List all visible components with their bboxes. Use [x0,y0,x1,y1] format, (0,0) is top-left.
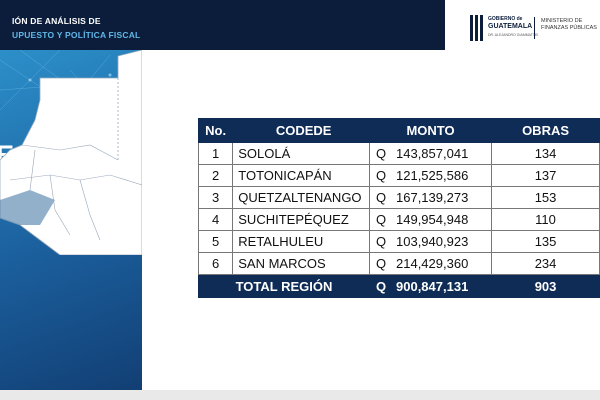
region-panel: EGIÓN VI [0,50,142,390]
government-logo-icon [470,15,484,41]
cell-no: 6 [197,252,234,275]
cell-monto: Q 214,429,360 [368,252,493,275]
cell-obras: 234 [491,252,600,275]
cell-codede: SOLOLÁ [232,142,370,165]
cell-monto: Q 149,954,948 [368,208,493,231]
col-header-codede: CODEDE [232,118,370,143]
amount-value: 149,954,948 [396,212,469,227]
cell-no: 4 [197,208,234,231]
table-row: 4 SUCHITEPÉQUEZ Q 149,954,948 110 [197,208,600,231]
total-amount-value: 900,847,131 [396,278,469,294]
header-banner: IÓN DE ANÁLISIS DE UPUESTO Y POLÍTICA FI… [0,0,445,50]
total-label: TOTAL REGIÓN [198,274,370,298]
amount-value: 167,139,273 [396,190,469,205]
total-obras: 903 [491,274,600,298]
logo-gov-small: GOBIERNO de [488,16,523,22]
cell-codede: QUETZALTENANGO [232,186,370,209]
cell-monto: Q 103,940,923 [368,230,493,253]
col-header-obras: OBRAS [491,118,600,143]
currency-symbol: Q [376,234,387,249]
cell-obras: 153 [491,186,600,209]
logo-gov-tag: DR. ALEJANDRO GIAMMATTEI [488,33,539,37]
codede-table: No. CODEDE MONTO OBRAS 1 SOLOLÁ Q 143,857… [197,118,600,298]
table-total-row: TOTAL REGIÓN Q 900,847,131 903 [198,274,600,298]
table-row: 6 SAN MARCOS Q 214,429,360 234 [197,252,600,275]
table-row: 1 SOLOLÁ Q 143,857,041 134 [197,142,600,165]
cell-no: 5 [197,230,234,253]
col-header-no: No. [197,118,234,143]
table-header-row: No. CODEDE MONTO OBRAS [197,118,600,143]
amount-value: 121,525,586 [396,168,469,183]
ministry-label: MINISTERIO DE FINANZAS PÚBLICAS [541,18,597,31]
header-title-line1: IÓN DE ANÁLISIS DE [12,16,101,26]
total-monto: Q 900,847,131 [368,274,493,298]
currency-symbol: Q [376,212,387,227]
cell-obras: 135 [491,230,600,253]
bottom-strip [0,390,600,400]
amount-value: 103,940,923 [396,234,469,249]
cell-monto: Q 121,525,586 [368,164,493,187]
currency-symbol: Q [376,256,387,271]
cell-monto: Q 167,139,273 [368,186,493,209]
amount-value: 143,857,041 [396,146,469,161]
guatemala-map-icon [0,50,142,255]
cell-codede: SAN MARCOS [232,252,370,275]
currency-symbol: Q [376,190,387,205]
header-title-line2: UPUESTO Y POLÍTICA FISCAL [12,30,141,40]
cell-obras: 110 [491,208,600,231]
cell-obras: 137 [491,164,600,187]
logo-divider [534,17,535,39]
table-row: 3 QUETZALTENANGO Q 167,139,273 153 [197,186,600,209]
logo-gov-name: GUATEMALA [488,23,533,30]
table-row: 2 TOTONICAPÁN Q 121,525,586 137 [197,164,600,187]
cell-no: 2 [197,164,234,187]
currency-symbol: Q [376,278,387,294]
currency-symbol: Q [376,146,387,161]
cell-monto: Q 143,857,041 [368,142,493,165]
table-row: 5 RETALHULEU Q 103,940,923 135 [197,230,600,253]
cell-codede: RETALHULEU [232,230,370,253]
amount-value: 214,429,360 [396,256,469,271]
cell-codede: SUCHITEPÉQUEZ [232,208,370,231]
cell-no: 1 [197,142,234,165]
currency-symbol: Q [376,168,387,183]
cell-obras: 134 [491,142,600,165]
cell-no: 3 [197,186,234,209]
col-header-monto: MONTO [368,118,493,143]
cell-codede: TOTONICAPÁN [232,164,370,187]
